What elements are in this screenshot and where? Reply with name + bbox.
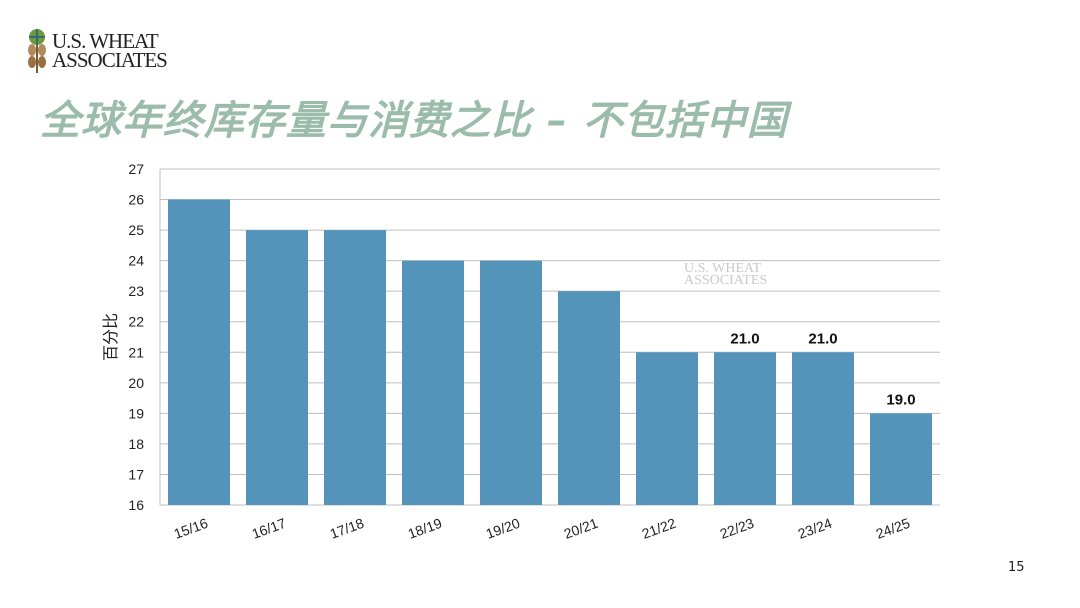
page-title: 全球年终库存量与消费之比 – 不包括中国 xyxy=(40,98,788,144)
bar xyxy=(246,230,308,505)
y-tick-label: 17 xyxy=(128,466,144,482)
data-label: 19.0 xyxy=(886,391,915,408)
y-tick-label: 26 xyxy=(128,192,144,208)
x-tick-label: 17/18 xyxy=(328,515,367,542)
data-label: 21.0 xyxy=(808,330,837,347)
x-tick-label: 19/20 xyxy=(484,515,523,542)
y-tick-label: 21 xyxy=(128,344,144,360)
x-tick-label: 22/23 xyxy=(718,515,757,542)
x-tick-label: 24/25 xyxy=(874,515,913,542)
bar xyxy=(402,260,464,505)
y-tick-label: 24 xyxy=(128,253,144,269)
x-tick-label: 21/22 xyxy=(640,515,679,542)
bar xyxy=(792,352,854,505)
y-tick-label: 23 xyxy=(128,283,144,299)
bar xyxy=(558,291,620,505)
x-tick-label: 16/17 xyxy=(250,515,289,542)
bar xyxy=(324,230,386,505)
bar xyxy=(714,352,776,505)
logo-line1: U.S. WHEAT xyxy=(52,29,159,53)
y-tick-label: 25 xyxy=(128,222,144,238)
y-tick-label: 27 xyxy=(128,161,144,177)
x-tick-label: 15/16 xyxy=(172,515,211,542)
x-tick-label: 23/24 xyxy=(796,515,835,542)
y-tick-label: 22 xyxy=(128,314,144,330)
y-tick-label: 16 xyxy=(128,497,144,513)
wheat-globe-icon xyxy=(28,29,46,73)
watermark-line1: U.S. WHEAT xyxy=(684,261,762,276)
bar xyxy=(168,199,230,505)
data-label: 21.0 xyxy=(730,330,759,347)
x-tick-label: 18/19 xyxy=(406,515,445,542)
bar xyxy=(870,413,932,505)
bar xyxy=(636,352,698,505)
y-axis-label: 百分比 xyxy=(101,313,120,361)
logo-line2: ASSOCIATES xyxy=(52,48,168,72)
bar xyxy=(480,260,542,505)
logo: U.S. WHEAT ASSOCIATES xyxy=(26,28,168,74)
y-tick-label: 19 xyxy=(128,405,144,421)
watermark-line2: ASSOCIATES xyxy=(684,273,768,288)
page-number: 15 xyxy=(1008,560,1025,575)
y-tick-label: 18 xyxy=(128,436,144,452)
watermark: U.S. WHEAT ASSOCIATES xyxy=(684,261,768,288)
y-tick-label: 20 xyxy=(128,375,144,391)
x-tick-label: 20/21 xyxy=(562,515,601,542)
